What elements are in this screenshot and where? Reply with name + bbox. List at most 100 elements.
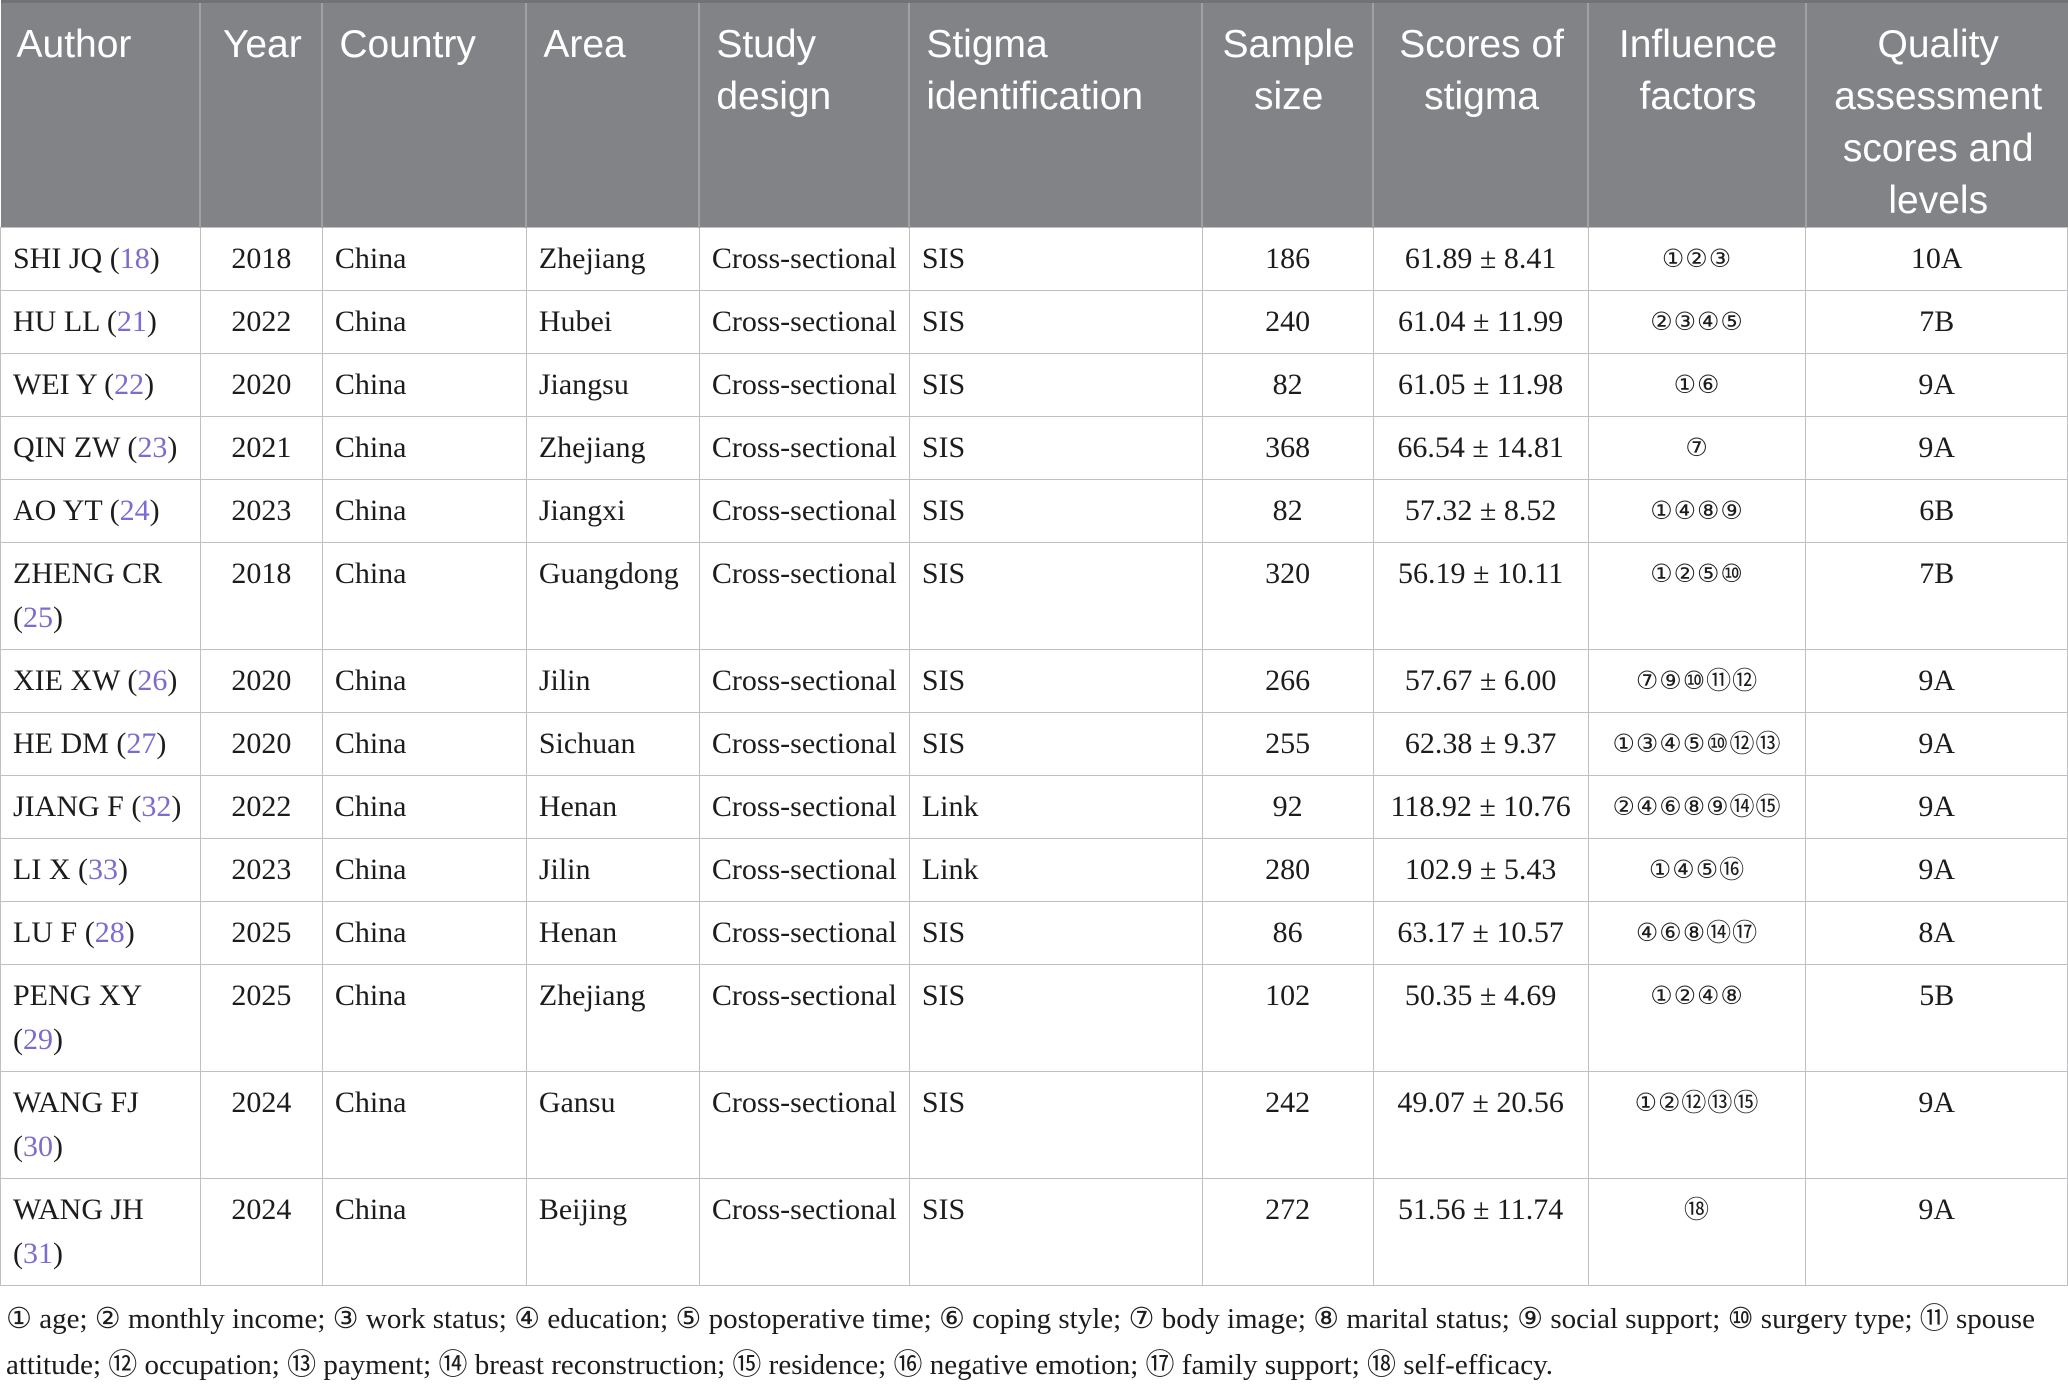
column-header-study-design: Study design bbox=[699, 1, 911, 228]
cell-sample-size: 272 bbox=[1201, 1178, 1374, 1286]
reference-citation: (24) bbox=[109, 494, 160, 527]
author-name: HU LL bbox=[13, 305, 100, 338]
cell-scores-of-stigma: 57.32 ± 8.52 bbox=[1372, 479, 1589, 543]
cell-scores-of-stigma: 61.04 ± 11.99 bbox=[1372, 290, 1589, 354]
reference-link[interactable]: 18 bbox=[119, 242, 150, 275]
reference-link[interactable]: 21 bbox=[116, 305, 147, 338]
cell-country: China bbox=[321, 290, 527, 354]
reference-citation: (25) bbox=[13, 601, 63, 634]
author-name: LU F bbox=[13, 916, 78, 949]
cell-area: Jilin bbox=[525, 838, 700, 902]
cell-influence-factors: ①②⑤⑩ bbox=[1587, 542, 1807, 650]
table-body: SHI JQ (18) 2018 China Zhejiang Cross-sectio… bbox=[0, 227, 2068, 1286]
reference-link[interactable]: 23 bbox=[137, 431, 168, 464]
cell-stigma-identification: SIS bbox=[908, 416, 1203, 480]
cell-country: China bbox=[321, 964, 527, 1072]
cell-sample-size: 368 bbox=[1201, 416, 1374, 480]
cell-author: AO YT (24) bbox=[0, 479, 201, 543]
reference-link[interactable]: 33 bbox=[87, 853, 118, 886]
cell-year: 2023 bbox=[199, 479, 323, 543]
reference-link[interactable]: 32 bbox=[141, 790, 172, 823]
author-name: QIN ZW bbox=[13, 431, 120, 464]
table-row: AO YT (24) 2023 China Jiangxi Cross-sectiona… bbox=[0, 479, 2068, 543]
reference-link[interactable]: 25 bbox=[23, 601, 53, 634]
table-row: QIN ZW (23) 2021 China Zhejiang Cross-sectio… bbox=[0, 416, 2068, 480]
reference-link[interactable]: 31 bbox=[23, 1237, 53, 1270]
cell-scores-of-stigma: 102.9 ± 5.43 bbox=[1372, 838, 1589, 902]
cell-stigma-identification: SIS bbox=[908, 1071, 1203, 1179]
cell-area: Zhejiang bbox=[525, 227, 700, 291]
cell-quality: 9A bbox=[1805, 353, 2068, 417]
cell-quality: 9A bbox=[1805, 838, 2068, 902]
reference-link[interactable]: 26 bbox=[137, 664, 168, 697]
cell-study-design: Cross-sectional bbox=[698, 901, 910, 965]
cell-area: Henan bbox=[525, 775, 700, 839]
cell-area: Beijing bbox=[525, 1178, 700, 1286]
cell-quality: 6B bbox=[1805, 479, 2068, 543]
table-footnote: ① age; ② monthly income; ③ work status; … bbox=[6, 1303, 2035, 1381]
table-row: WANG FJ (30) 2024 China Gansu Cross-sectiona… bbox=[0, 1071, 2068, 1179]
cell-stigma-identification: SIS bbox=[908, 649, 1203, 713]
cell-quality: 5B bbox=[1805, 964, 2068, 1072]
reference-citation: (33) bbox=[77, 853, 128, 886]
cell-influence-factors: ①②④⑧ bbox=[1587, 964, 1807, 1072]
cell-sample-size: 266 bbox=[1201, 649, 1374, 713]
table-row: XIE XW (26) 2020 China Jilin Cross-sectional… bbox=[0, 649, 2068, 713]
table-row: WANG JH (31) 2024 China Beijing Cross-sectio… bbox=[0, 1178, 2068, 1286]
cell-influence-factors: ⑦ bbox=[1587, 416, 1807, 480]
cell-sample-size: 240 bbox=[1201, 290, 1374, 354]
cell-country: China bbox=[321, 542, 527, 650]
cell-stigma-identification: SIS bbox=[908, 901, 1203, 965]
cell-study-design: Cross-sectional bbox=[698, 1178, 910, 1286]
cell-year: 2020 bbox=[199, 712, 323, 776]
cell-study-design: Cross-sectional bbox=[698, 290, 910, 354]
cell-quality: 9A bbox=[1805, 775, 2068, 839]
cell-year: 2024 bbox=[199, 1178, 323, 1286]
table-row: LI X (33) 2023 China Jilin Cross-sectional Li… bbox=[0, 838, 2068, 902]
cell-stigma-identification: SIS bbox=[908, 1178, 1203, 1286]
cell-author: WANG FJ (30) bbox=[0, 1071, 201, 1179]
cell-scores-of-stigma: 118.92 ± 10.76 bbox=[1372, 775, 1589, 839]
cell-year: 2024 bbox=[199, 1071, 323, 1179]
studies-table: Author Year Country Area Study design Stigma … bbox=[0, 0, 2068, 1286]
cell-area: Jiangsu bbox=[525, 353, 700, 417]
cell-study-design: Cross-sectional bbox=[698, 416, 910, 480]
cell-sample-size: 186 bbox=[1201, 227, 1374, 291]
cell-influence-factors: ①②③ bbox=[1587, 227, 1807, 291]
cell-sample-size: 92 bbox=[1201, 775, 1374, 839]
cell-sample-size: 102 bbox=[1201, 964, 1374, 1072]
column-header-scores-of-stigma: Scores of stigma bbox=[1373, 1, 1590, 228]
cell-country: China bbox=[321, 901, 527, 965]
column-header-year: Year bbox=[200, 1, 324, 228]
cell-study-design: Cross-sectional bbox=[698, 353, 910, 417]
cell-year: 2020 bbox=[199, 649, 323, 713]
cell-influence-factors: ①⑥ bbox=[1587, 353, 1807, 417]
reference-citation: (28) bbox=[84, 916, 135, 949]
cell-country: China bbox=[321, 712, 527, 776]
cell-influence-factors: ⑦⑨⑩⑪⑫ bbox=[1587, 649, 1807, 713]
cell-stigma-identification: SIS bbox=[908, 479, 1203, 543]
reference-link[interactable]: 28 bbox=[94, 916, 125, 949]
cell-year: 2025 bbox=[199, 964, 323, 1072]
author-name: PENG XY bbox=[13, 979, 142, 1012]
reference-link[interactable]: 24 bbox=[119, 494, 150, 527]
cell-influence-factors: ①④⑧⑨ bbox=[1587, 479, 1807, 543]
reference-link[interactable]: 30 bbox=[23, 1130, 53, 1163]
table-header: Author Year Country Area Study design Stigma … bbox=[0, 1, 2068, 228]
column-header-quality: Quality assessment scores and levels bbox=[1805, 1, 2068, 228]
cell-author: LU F (28) bbox=[0, 901, 201, 965]
cell-scores-of-stigma: 50.35 ± 4.69 bbox=[1372, 964, 1589, 1072]
header-row: Author Year Country Area Study design Stigma … bbox=[0, 1, 2068, 228]
cell-scores-of-stigma: 61.05 ± 11.98 bbox=[1372, 353, 1589, 417]
reference-link[interactable]: 22 bbox=[114, 368, 145, 401]
cell-study-design: Cross-sectional bbox=[698, 964, 910, 1072]
reference-citation: (23) bbox=[127, 431, 178, 464]
reference-link[interactable]: 27 bbox=[126, 727, 157, 760]
cell-study-design: Cross-sectional bbox=[698, 838, 910, 902]
reference-citation: (27) bbox=[116, 727, 167, 760]
cell-stigma-identification: SIS bbox=[908, 542, 1203, 650]
table-row: PENG XY (29) 2025 China Zhejiang Cross-secti… bbox=[0, 964, 2068, 1072]
cell-influence-factors: ④⑥⑧⑭⑰ bbox=[1587, 901, 1807, 965]
reference-link[interactable]: 29 bbox=[23, 1023, 53, 1056]
